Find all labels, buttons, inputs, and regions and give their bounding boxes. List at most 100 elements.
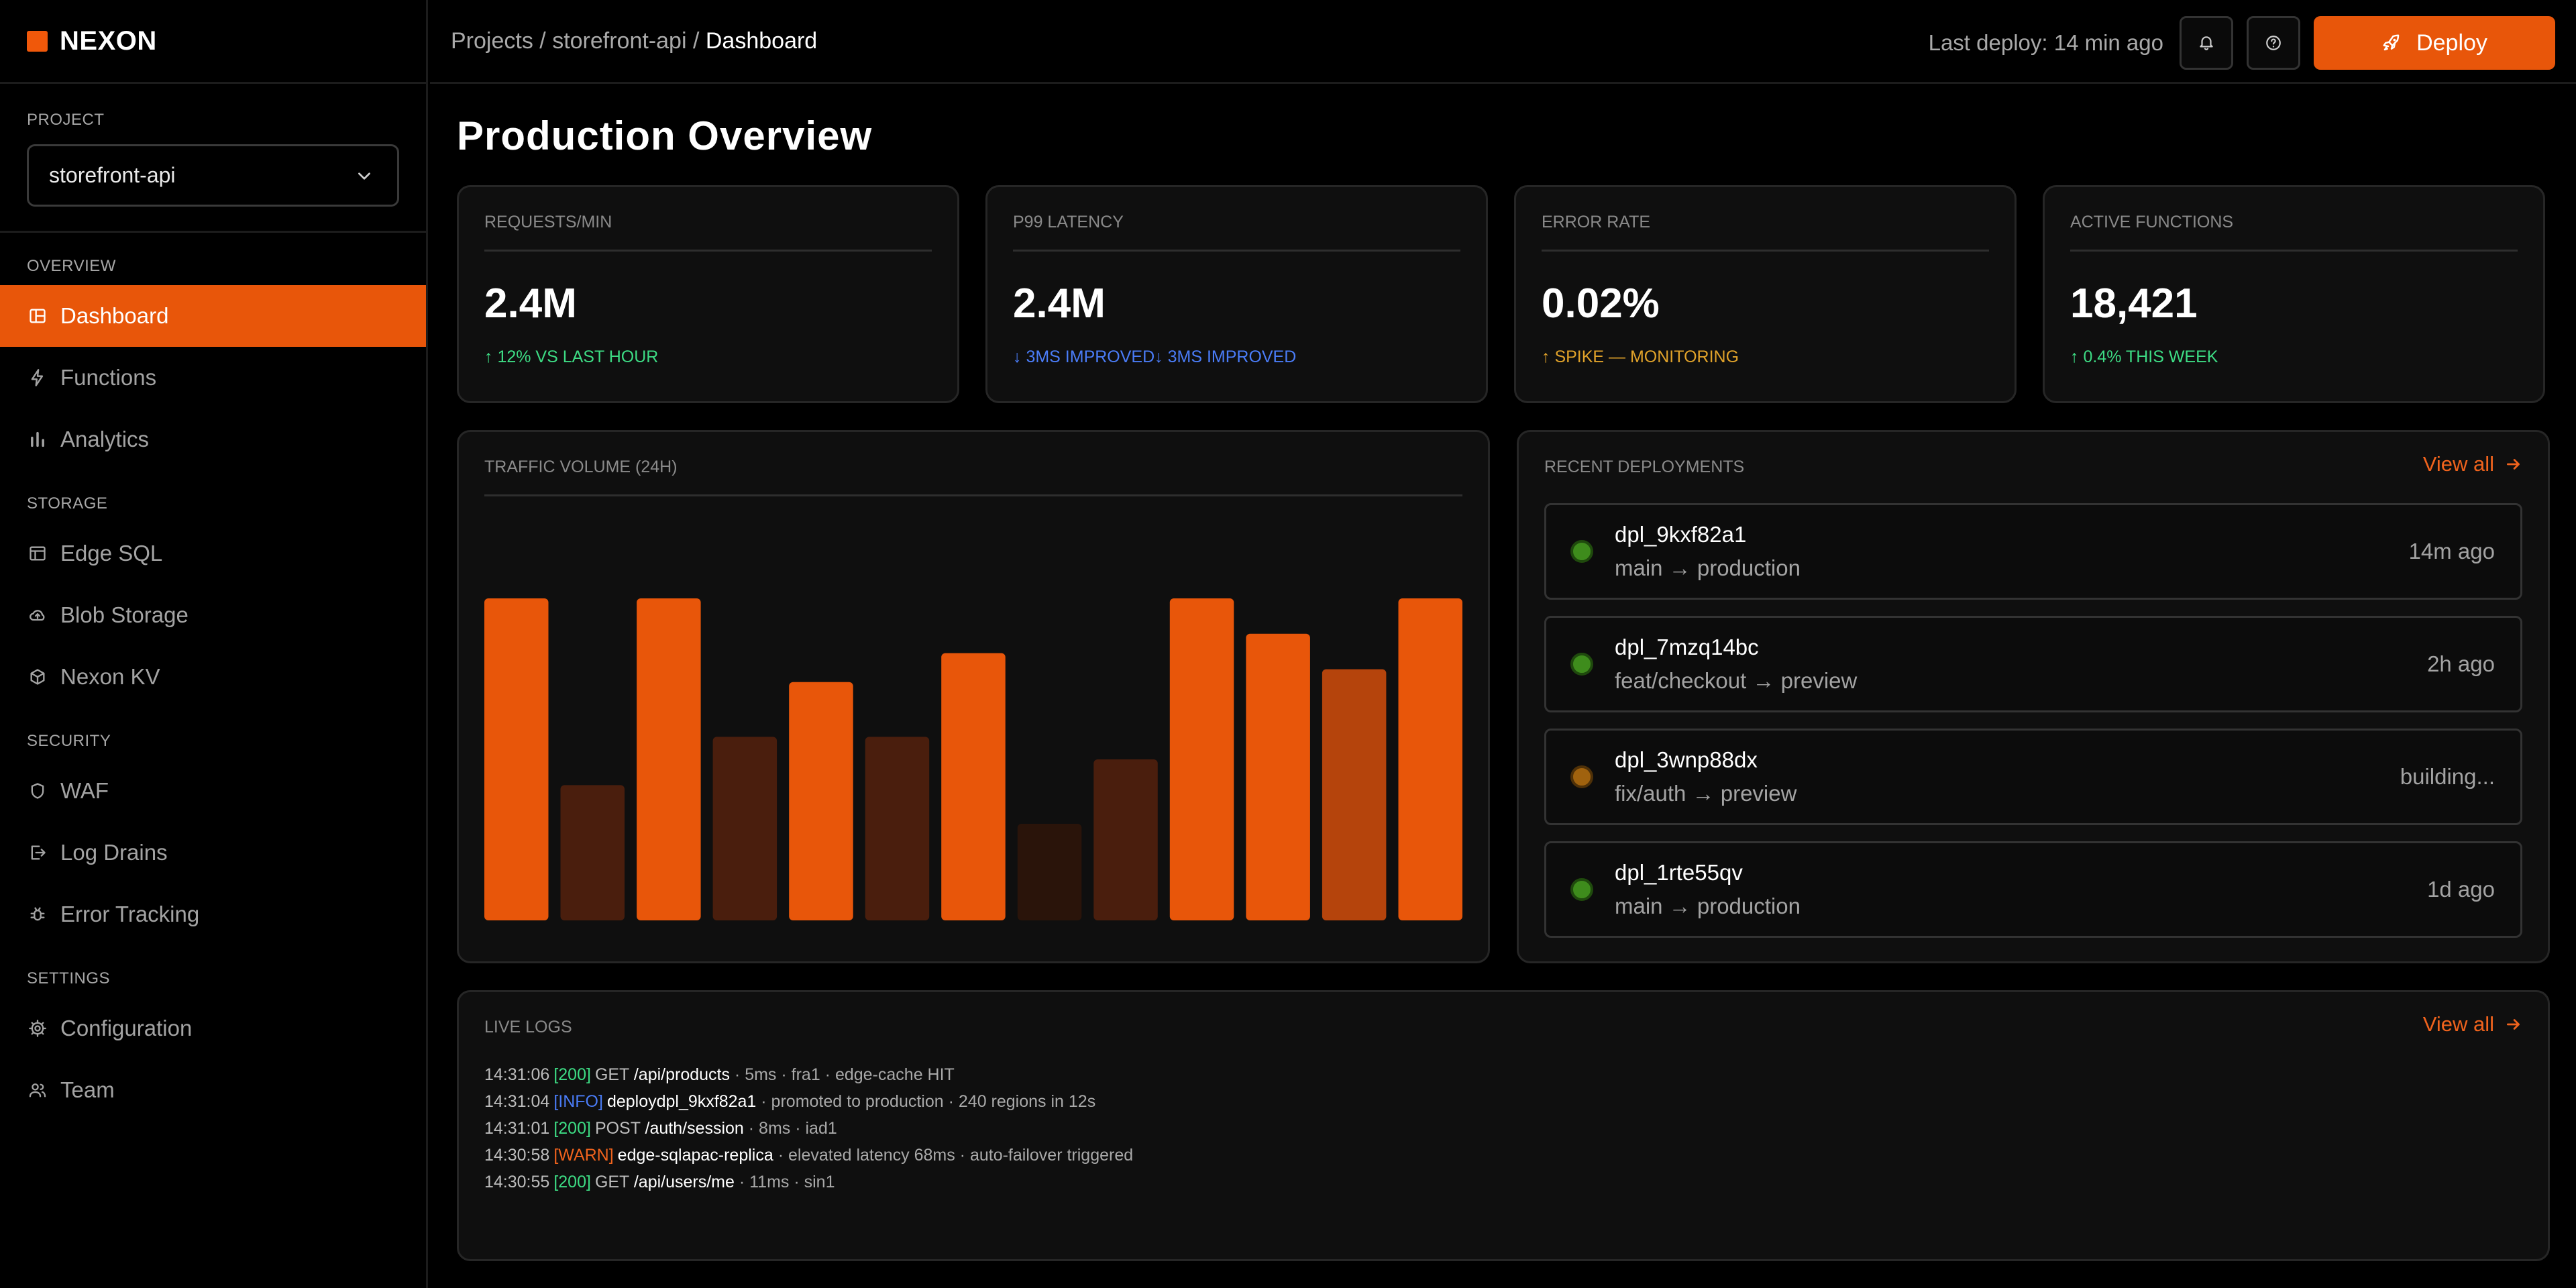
users-icon <box>28 1081 47 1099</box>
kpi-card-active-functions: ACTIVE FUNCTIONS 18,421 ↑ 0.4% THIS WEEK <box>2043 185 2545 403</box>
log-detail: · 5ms · fra1 · edge-cache HIT <box>729 1065 955 1084</box>
traffic-bar[interactable] <box>1017 824 1082 920</box>
traffic-bar[interactable] <box>865 737 930 920</box>
log-line: 14:31:01 [200] POST /auth/session · 8ms · … <box>484 1115 2522 1142</box>
sidebar-item-label: Blob Storage <box>60 602 189 627</box>
traffic-bar[interactable] <box>1398 598 1463 920</box>
rocket-icon <box>2383 34 2400 51</box>
breadcrumb-project[interactable]: storefront-api <box>552 28 687 54</box>
log-time: 14:31:06 <box>484 1065 550 1084</box>
kpi-card-error-rate: ERROR RATE 0.02% ↑ SPIKE — MONITORING <box>1514 185 2017 403</box>
kpi-value: 2.4M <box>1013 280 1106 327</box>
log-time: 14:31:04 <box>484 1092 550 1111</box>
sidebar-item-waf[interactable]: WAF <box>0 760 426 822</box>
log-time: 14:30:58 <box>484 1146 550 1165</box>
bell-icon <box>2200 36 2213 50</box>
deployments-view-all[interactable]: View all <box>2423 452 2522 476</box>
sidebar-item-configuration[interactable]: Configuration <box>0 998 426 1059</box>
traffic-bar[interactable] <box>941 653 1006 920</box>
traffic-bars <box>484 598 1463 920</box>
log-path: /api/users/me <box>633 1173 735 1191</box>
deployment-row[interactable]: dpl_7mzq14bc feat/checkout → preview 2h ag… <box>1544 616 2522 712</box>
traffic-bar[interactable] <box>1169 598 1234 920</box>
sidebar-item-log-drains[interactable]: Log Drains <box>0 822 426 883</box>
sidebar-item-label: Log Drains <box>60 840 168 865</box>
deployment-time: building... <box>2400 764 2495 789</box>
status-dot-icon <box>1570 878 1593 901</box>
kpi-delta: ↑ 12% VS LAST HOUR <box>484 347 659 366</box>
sidebar-item-nexon-kv[interactable]: Nexon KV <box>0 646 426 708</box>
kpi-card-p99-latency: P99 LATENCY 2.4M ↓ 3MS IMPROVED↓ 3MS IMPRO… <box>985 185 1488 403</box>
deployment-branch: feat/checkout → preview <box>1615 668 1858 693</box>
log-tag: [200] <box>553 1173 591 1191</box>
help-button[interactable] <box>2247 16 2300 70</box>
log-time: 14:30:55 <box>484 1173 550 1191</box>
traffic-bar[interactable] <box>484 598 549 920</box>
kpi-label: P99 LATENCY <box>1013 213 1460 252</box>
sidebar-item-label: Configuration <box>60 1016 193 1040</box>
sidebar-item-error-tracking[interactable]: Error Tracking <box>0 883 426 945</box>
deployment-id: dpl_9kxf82a1 <box>1615 522 1747 547</box>
cloud-upload-icon <box>28 606 47 625</box>
status-dot-icon <box>1570 653 1593 676</box>
sidebar-item-dashboard[interactable]: Dashboard <box>0 285 426 347</box>
sidebar-nav: OVERVIEW Dashboard Functions Analytics STORA… <box>0 233 426 1121</box>
sidebar-item-blob-storage[interactable]: Blob Storage <box>0 584 426 646</box>
deployment-time: 2h ago <box>2427 651 2495 676</box>
sidebar-item-team[interactable]: Team <box>0 1059 426 1121</box>
brand[interactable]: NEXON <box>0 0 426 84</box>
log-detail: · 11ms · sin1 <box>734 1173 835 1191</box>
deployments-title: RECENT DEPLOYMENTS <box>1544 458 1745 476</box>
sidebar-item-label: Team <box>60 1077 115 1102</box>
deployment-row[interactable]: dpl_3wnp88dx fix/auth → preview building..… <box>1544 729 2522 825</box>
bug-icon <box>28 905 47 924</box>
log-method: POST <box>594 1119 641 1138</box>
nav-section-label: OVERVIEW <box>27 257 116 275</box>
traffic-bar[interactable] <box>1093 759 1158 920</box>
notifications-button[interactable] <box>2180 16 2233 70</box>
bolt-icon <box>28 368 47 387</box>
traffic-bar[interactable] <box>1246 633 1310 920</box>
help-icon <box>2266 36 2281 50</box>
breadcrumb-separator: / <box>539 28 546 54</box>
bar-chart-icon <box>28 430 47 449</box>
deployment-branch: fix/auth → preview <box>1615 781 1797 806</box>
kpi-label: ACTIVE FUNCTIONS <box>2070 213 2518 252</box>
traffic-bar[interactable] <box>637 598 701 920</box>
traffic-bar[interactable] <box>789 682 853 920</box>
logs-view-all[interactable]: View all <box>2423 1012 2522 1036</box>
project-select[interactable]: storefront-api <box>27 144 399 207</box>
log-tag: [200] <box>553 1065 591 1084</box>
nav-section-storage: STORAGE Edge SQL Blob Storage Nexon KV <box>0 470 426 708</box>
log-tag: [200] <box>553 1119 591 1138</box>
traffic-bar[interactable] <box>1322 669 1387 920</box>
deployment-time: 1d ago <box>2427 877 2495 902</box>
project-block: PROJECT storefront-api <box>0 84 426 233</box>
view-all-label: View all <box>2422 1012 2494 1036</box>
layout-icon <box>28 307 47 325</box>
traffic-bar[interactable] <box>560 785 625 920</box>
status-dot-icon <box>1570 765 1593 788</box>
deployment-id: dpl_1rte55qv <box>1615 860 1743 885</box>
kpi-card-requests-min: REQUESTS/MIN 2.4M ↑ 12% VS LAST HOUR <box>457 185 959 403</box>
traffic-chart <box>484 518 1462 920</box>
breadcrumb-projects[interactable]: Projects <box>451 28 533 54</box>
log-tag: [WARN] <box>553 1146 614 1165</box>
log-path: edge-sqlapac-replica <box>617 1146 773 1165</box>
sidebar-item-edge-sql[interactable]: Edge SQL <box>0 523 426 584</box>
deployment-row[interactable]: dpl_9kxf82a1 main → production 14m ago <box>1544 503 2522 600</box>
chevron-down-icon <box>358 172 370 180</box>
deployment-id: dpl_7mzq14bc <box>1615 635 1759 659</box>
logo-icon <box>27 30 48 52</box>
sidebar-item-analytics[interactable]: Analytics <box>0 409 426 470</box>
traffic-bar[interactable] <box>712 737 777 920</box>
sidebar-item-label: Nexon KV <box>60 664 160 689</box>
sidebar-item-functions[interactable]: Functions <box>0 347 426 409</box>
last-deploy-status: Last deploy: 14 min ago <box>1928 30 2163 55</box>
deployment-branch: main → production <box>1615 894 1801 918</box>
log-detail: · elevated latency 68ms · auto-failover … <box>773 1146 1134 1165</box>
table-icon <box>28 544 47 563</box>
deploy-button[interactable]: Deploy <box>2314 16 2555 70</box>
